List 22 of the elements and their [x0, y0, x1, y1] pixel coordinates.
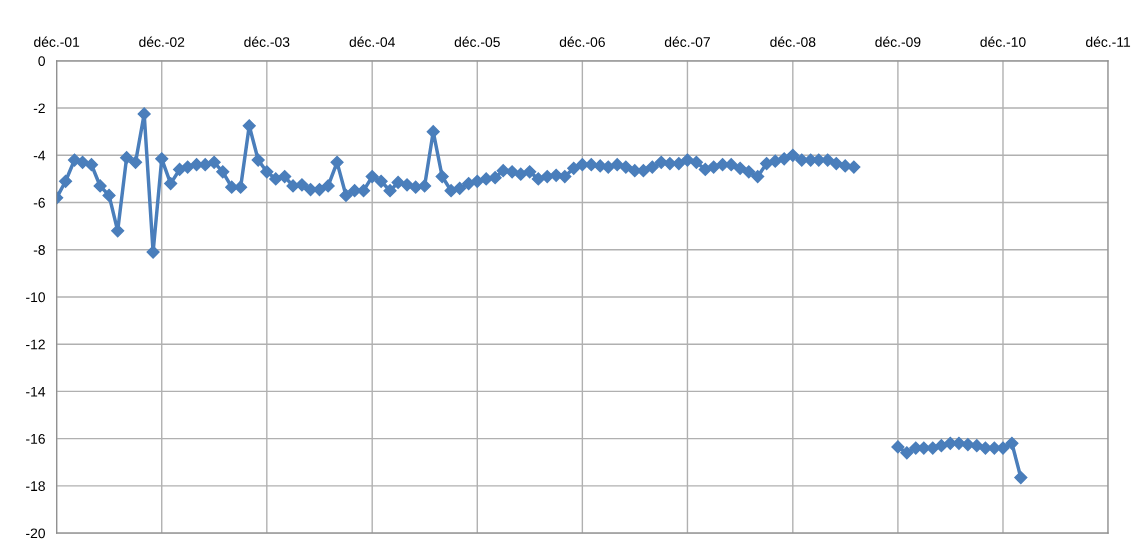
- x-tick-label: déc.-05: [454, 36, 500, 47]
- x-tick-label: déc.-09: [875, 36, 921, 47]
- y-tick-label: -12: [26, 339, 45, 350]
- y-tick-label: -18: [26, 481, 45, 492]
- y-tick-label: -16: [26, 433, 45, 444]
- x-tick-label: déc.-10: [980, 36, 1026, 47]
- x-tick-label: déc.-03: [244, 36, 290, 47]
- y-tick-label: 0: [38, 56, 45, 66]
- x-tick-label: déc.-11: [1086, 36, 1131, 47]
- y-tick-label: -14: [26, 386, 46, 397]
- x-tick-label: déc.-08: [770, 36, 816, 47]
- y-tick-label: -20: [26, 528, 45, 539]
- x-tick-label: déc.-07: [664, 36, 710, 47]
- y-tick-label: -6: [33, 197, 45, 208]
- y-tick-label: -4: [33, 150, 46, 161]
- y-tick-label: -2: [33, 103, 45, 114]
- y-tick-label: -10: [26, 292, 45, 303]
- x-tick-label: déc.-01: [34, 36, 80, 47]
- x-tick-label: déc.-04: [349, 36, 395, 47]
- x-tick-label: déc.-06: [559, 36, 605, 47]
- y-tick-label: -8: [33, 245, 45, 255]
- x-tick-label: déc.-02: [139, 36, 185, 47]
